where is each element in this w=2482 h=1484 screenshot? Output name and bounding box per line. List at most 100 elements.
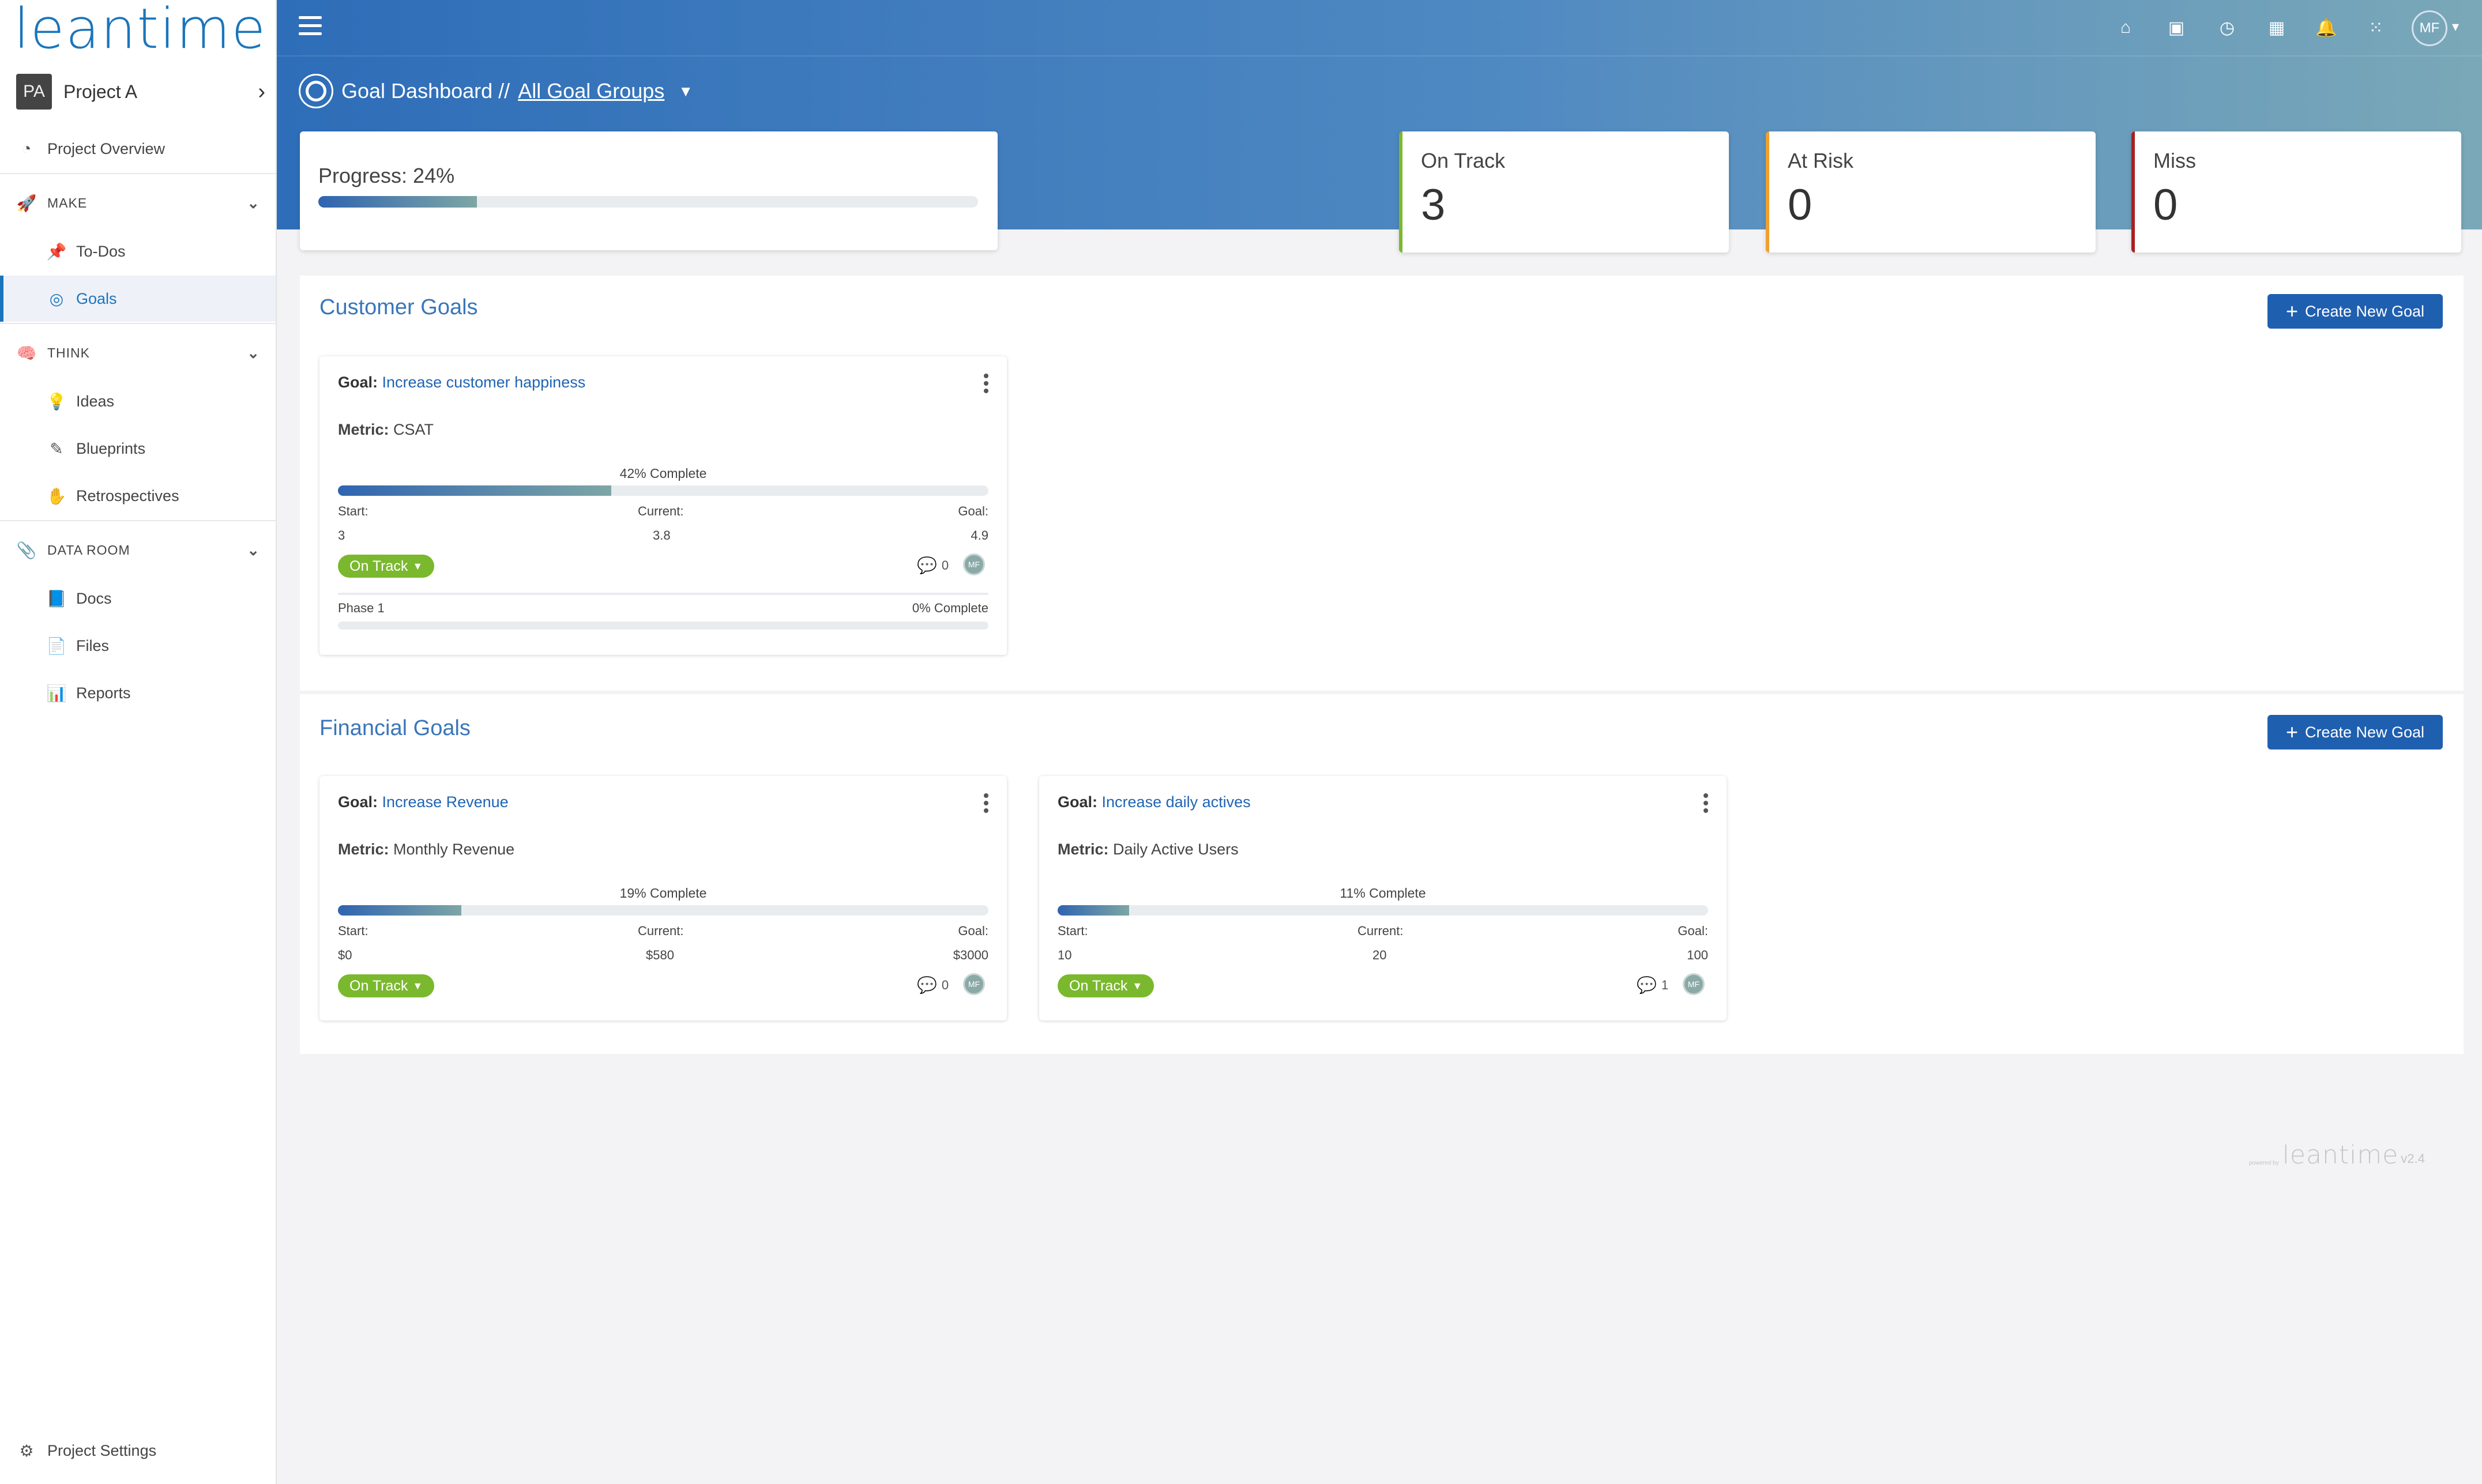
create-new-goal-button[interactable]: + Create New Goal [2267, 294, 2443, 329]
sidebar-item-label: Docs [76, 589, 112, 607]
goal-complete-label: 42% Complete [619, 466, 707, 481]
dashboard-icon: ◔ [21, 140, 32, 157]
create-new-goal-button[interactable]: + Create New Goal [2267, 715, 2443, 749]
assignee-avatar[interactable]: MF [1683, 973, 1705, 995]
assignee-avatar[interactable]: MF [963, 973, 985, 995]
start-label: Start: [338, 924, 368, 938]
overall-progress-card: Progress: 24% [300, 131, 998, 250]
paperclip-icon: 📎 [16, 541, 37, 559]
apps-grid-icon[interactable]: ⁙ [2368, 18, 2383, 37]
status-dropdown[interactable]: On Track ▼ [338, 555, 435, 578]
more-options-icon[interactable] [1703, 793, 1709, 816]
bell-icon[interactable]: 🔔 [2315, 18, 2337, 37]
current-label: Current: [1357, 924, 1404, 938]
sidebar-item-goals[interactable]: ◎ Goals [0, 276, 276, 322]
chart-icon: 📊 [46, 684, 67, 702]
section-label: MAKE [47, 195, 88, 210]
more-options-icon[interactable] [984, 793, 990, 816]
book-icon: 📘 [46, 589, 67, 608]
comments-button[interactable]: 💬 0 [917, 975, 949, 995]
calendar-icon[interactable]: ▦ [2268, 18, 2285, 37]
status-dropdown[interactable]: On Track ▼ [1058, 974, 1154, 997]
sidebar-item-label: Retrospectives [76, 487, 179, 504]
sidebar-item-blueprints[interactable]: ✎ Blueprints [0, 425, 276, 472]
briefcase-icon[interactable]: ▣ [2168, 18, 2185, 37]
goal-progress-bar [338, 485, 988, 496]
top-bar: ⌂ ▣ ◷ ▦ 🔔 ⁙ MF ▾ [277, 0, 2482, 57]
sidebar-item-retrospectives[interactable]: ✋ Retrospectives [0, 473, 276, 519]
comments-button[interactable]: 💬 0 [917, 556, 949, 575]
sidebar-item-todos[interactable]: 📌 To-Dos [0, 228, 276, 274]
goal-heading: Goal: Increase Revenue [338, 793, 509, 811]
home-icon[interactable]: ⌂ [2120, 18, 2131, 37]
goal-progress-fill [1058, 905, 1130, 916]
brain-icon: 🧠 [16, 344, 37, 362]
sidebar: leantime PA Project A › ◔ Project Overvi… [0, 0, 277, 1484]
sidebar-item-project-settings[interactable]: ⚙ Project Settings [0, 1427, 276, 1474]
goal-group-selector[interactable]: All Goal Groups [518, 79, 665, 103]
sidebar-item-label: Project Settings [47, 1441, 157, 1459]
assignee-avatar[interactable]: MF [963, 553, 985, 575]
sidebar-item-reports[interactable]: 📊 Reports [0, 670, 276, 716]
sidebar-item-files[interactable]: 📄 Files [0, 623, 276, 669]
goal-card[interactable]: Goal: Increase daily actives Metric: Dai… [1039, 776, 1727, 1020]
goal-name-link[interactable]: Increase customer happiness [382, 374, 586, 391]
comments-icon: 💬 [917, 976, 937, 994]
sidebar-item-docs[interactable]: 📘 Docs [0, 575, 276, 622]
divider [0, 323, 276, 324]
chevron-down-icon: ⌄ [247, 541, 260, 559]
sidebar-item-project-overview[interactable]: ◔ Project Overview [0, 126, 276, 172]
caret-down-icon: ▼ [412, 560, 423, 572]
more-options-icon[interactable] [984, 374, 990, 396]
stat-label: Miss [2153, 149, 2196, 172]
goal-name-link[interactable]: Increase daily actives [1101, 793, 1251, 811]
sidebar-item-label: Files [76, 636, 110, 654]
goal-name-link[interactable]: Increase Revenue [382, 793, 509, 811]
user-avatar[interactable]: MF [2412, 10, 2447, 46]
comments-button[interactable]: 💬 1 [1637, 975, 1668, 995]
phase-complete: 0% Complete [912, 601, 988, 615]
stat-value: 3 [1421, 180, 1446, 229]
sidebar-item-ideas[interactable]: 💡 Ideas [0, 378, 276, 424]
project-selector[interactable]: PA Project A › [16, 74, 270, 110]
plus-icon: + [2285, 720, 2298, 744]
file-icon: 📄 [46, 636, 67, 655]
current-value: $580 [646, 948, 674, 962]
current-value: 3.8 [653, 528, 671, 543]
sidebar-item-label: Project Overview [47, 140, 166, 157]
hand-icon: ✋ [46, 487, 67, 505]
lightbulb-icon: 💡 [46, 392, 67, 410]
chevron-right-icon: › [258, 80, 265, 104]
divider [338, 593, 988, 595]
gear-icon: ⚙ [19, 1441, 34, 1460]
footer-logo[interactable]: leantime [2282, 1140, 2399, 1170]
footer-branding: powered by leantime v2.4 [2249, 1140, 2425, 1170]
sidebar-section-make[interactable]: 🚀 MAKE ⌄ [0, 180, 276, 226]
goal-progress-bar [1058, 905, 1708, 916]
chevron-down-icon: ⌄ [247, 344, 260, 361]
start-value: 10 [1058, 948, 1072, 962]
miss-card: Miss 0 [2131, 131, 2461, 253]
comment-count: 1 [1661, 977, 1669, 992]
metric-prefix: Metric: [338, 841, 389, 858]
clock-icon[interactable]: ◷ [2219, 18, 2235, 37]
chevron-down-icon: ⌄ [247, 194, 260, 212]
sidebar-section-data-room[interactable]: 📎 DATA ROOM ⌄ [0, 527, 276, 573]
section-label: DATA ROOM [47, 542, 130, 558]
goal-card[interactable]: Goal: Increase customer happiness Metric… [319, 356, 1007, 655]
leantime-logo[interactable]: leantime [14, 1, 266, 57]
caret-down-icon[interactable]: ▼ [678, 82, 694, 100]
overall-progress-fill [318, 196, 477, 208]
goal-progress-fill [338, 905, 462, 916]
status-dropdown[interactable]: On Track ▼ [338, 974, 435, 997]
menu-toggle-icon[interactable] [299, 16, 322, 39]
caret-down-icon[interactable]: ▾ [2452, 19, 2460, 35]
group-title: Financial Goals [319, 716, 471, 740]
version-text: v2.4 [2401, 1151, 2425, 1166]
status-label: On Track [349, 977, 408, 994]
sidebar-section-think[interactable]: 🧠 THINK ⌄ [0, 330, 276, 376]
goal-label: Goal: [958, 504, 988, 518]
sidebar-item-label: Reports [76, 684, 131, 702]
target-icon [299, 74, 333, 108]
goal-card[interactable]: Goal: Increase Revenue Metric: Monthly R… [319, 776, 1007, 1020]
